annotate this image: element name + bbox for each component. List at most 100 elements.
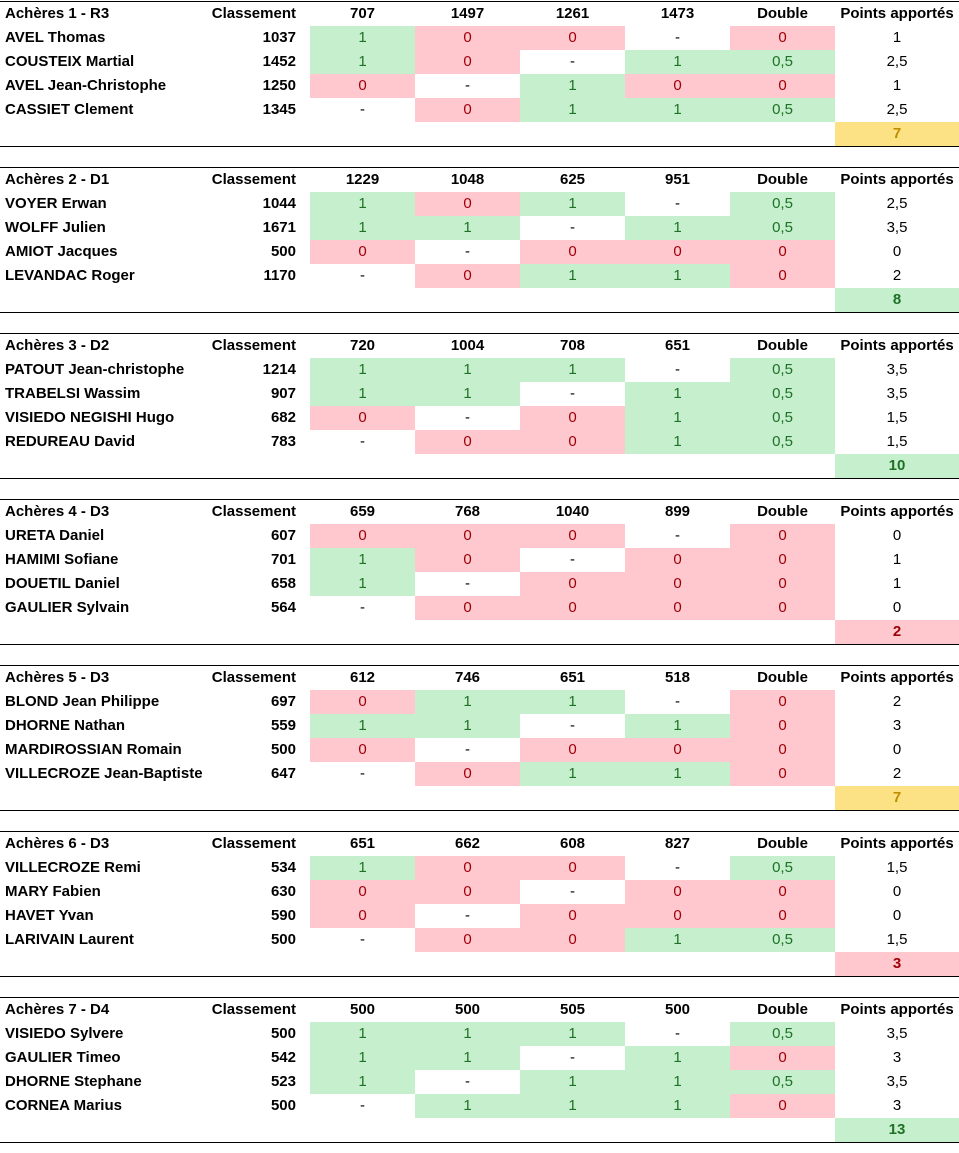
player-points: 3,5 [886,1025,908,1042]
player-classement: 658 [270,575,296,592]
empty-cell [205,288,310,312]
opponent-rating-header: 500 [664,1001,691,1018]
player-points: 3,5 [886,219,908,236]
empty-cell [520,454,625,478]
player-points: 1,5 [886,433,908,450]
match-result: - [570,551,575,568]
classement-column-header: Classement [211,171,296,188]
player-classement: 564 [270,599,296,616]
opponent-rating-header: 1473 [660,5,695,22]
player-classement: 1250 [262,77,296,94]
match-result: 1 [625,1070,730,1094]
player-row: VISIEDO NEGISHI Hugo 682 0 - 0 1 0,5 1,5 [0,406,959,430]
player-classement: 500 [270,1025,296,1042]
double-result: 0,5 [730,98,835,122]
player-classement: 500 [270,931,296,948]
empty-cell [520,122,625,146]
empty-cell [415,952,520,976]
match-result: 1 [520,358,625,382]
player-points: 2,5 [886,101,908,118]
points-column-header: Points apportés [840,171,954,188]
empty-cell [415,454,520,478]
player-points: 2 [892,693,902,710]
player-row: VISIEDO Sylvere 500 1 1 1 - 0,5 3,5 [0,1022,959,1046]
match-result: - [675,527,680,544]
match-result: 1 [415,1046,520,1070]
match-result: 0 [520,430,625,454]
player-name: MARY Fabien [5,883,101,900]
player-row: PATOUT Jean-christophe 1214 1 1 1 - 0,5 … [0,358,959,382]
double-result: 0,5 [730,50,835,74]
player-points: 3 [892,1049,902,1066]
match-result: - [465,741,470,758]
empty-cell [415,1118,520,1142]
match-result: 1 [625,98,730,122]
player-row: GAULIER Timeo 542 1 1 - 1 0 3 [0,1046,959,1070]
player-points: 3,5 [886,361,908,378]
opponent-rating-header: 707 [349,5,376,22]
match-result: 1 [310,856,415,880]
player-name: MARDIROSSIAN Romain [5,741,182,758]
match-result: 1 [520,1022,625,1046]
match-result: 1 [310,1022,415,1046]
double-column-header: Double [757,835,808,852]
player-row: WOLFF Julien 1671 1 1 - 1 0,5 3,5 [0,216,959,240]
double-column-header: Double [757,503,808,520]
player-row: REDUREAU David 783 - 0 0 1 0,5 1,5 [0,430,959,454]
empty-cell [625,454,730,478]
match-result: 1 [625,1094,730,1118]
player-name: LARIVAIN Laurent [5,931,134,948]
team-header-row: Achères 3 - D2 Classement 720 1004 708 6… [0,334,959,358]
match-result: 1 [625,50,730,74]
points-column-header: Points apportés [840,669,954,686]
player-name: REDUREAU David [5,433,136,450]
match-result: 1 [625,406,730,430]
match-result: - [570,219,575,236]
player-points: 1,5 [886,409,908,426]
player-name: AMIOT Jacques [5,243,118,260]
empty-cell [205,122,310,146]
match-result: - [360,765,365,782]
opponent-rating-header: 1040 [555,503,590,520]
match-result: 1 [520,690,625,714]
match-result: 0 [625,596,730,620]
player-name: HAVET Yvan [5,907,94,924]
match-result: 1 [415,714,520,738]
match-result: - [570,385,575,402]
player-classement: 1345 [262,101,296,118]
points-column-header: Points apportés [840,5,954,22]
opponent-rating-header: 1261 [555,5,590,22]
match-result: 0 [625,880,730,904]
match-result: 1 [625,382,730,406]
match-result: - [465,243,470,260]
player-points: 1 [892,575,902,592]
double-result: 0 [730,548,835,572]
player-points: 2,5 [886,53,908,70]
match-result: - [465,77,470,94]
player-classement: 1452 [262,53,296,70]
double-result: 0 [730,762,835,786]
empty-cell [310,1118,415,1142]
empty-cell [0,952,205,976]
opponent-rating-header: 899 [664,503,691,520]
player-name: HAMIMI Sofiane [5,551,119,568]
match-result: 1 [415,358,520,382]
double-result: 0,5 [730,382,835,406]
opponent-rating-header: 651 [349,835,376,852]
double-result: 0,5 [730,216,835,240]
double-result: 0,5 [730,192,835,216]
team-total-cell: 7 [835,786,959,810]
player-classement: 523 [270,1073,296,1090]
match-result: 0 [415,880,520,904]
empty-cell [0,786,205,810]
player-classement: 500 [270,1097,296,1114]
team-total-cell: 7 [835,122,959,146]
match-result: - [360,101,365,118]
empty-cell [205,952,310,976]
classement-column-header: Classement [211,5,296,22]
player-classement: 500 [270,243,296,260]
player-row: MARY Fabien 630 0 0 - 0 0 0 [0,880,959,904]
match-result: - [360,1097,365,1114]
team-title: Achères 6 - D3 [5,835,110,852]
match-result: 1 [310,548,415,572]
